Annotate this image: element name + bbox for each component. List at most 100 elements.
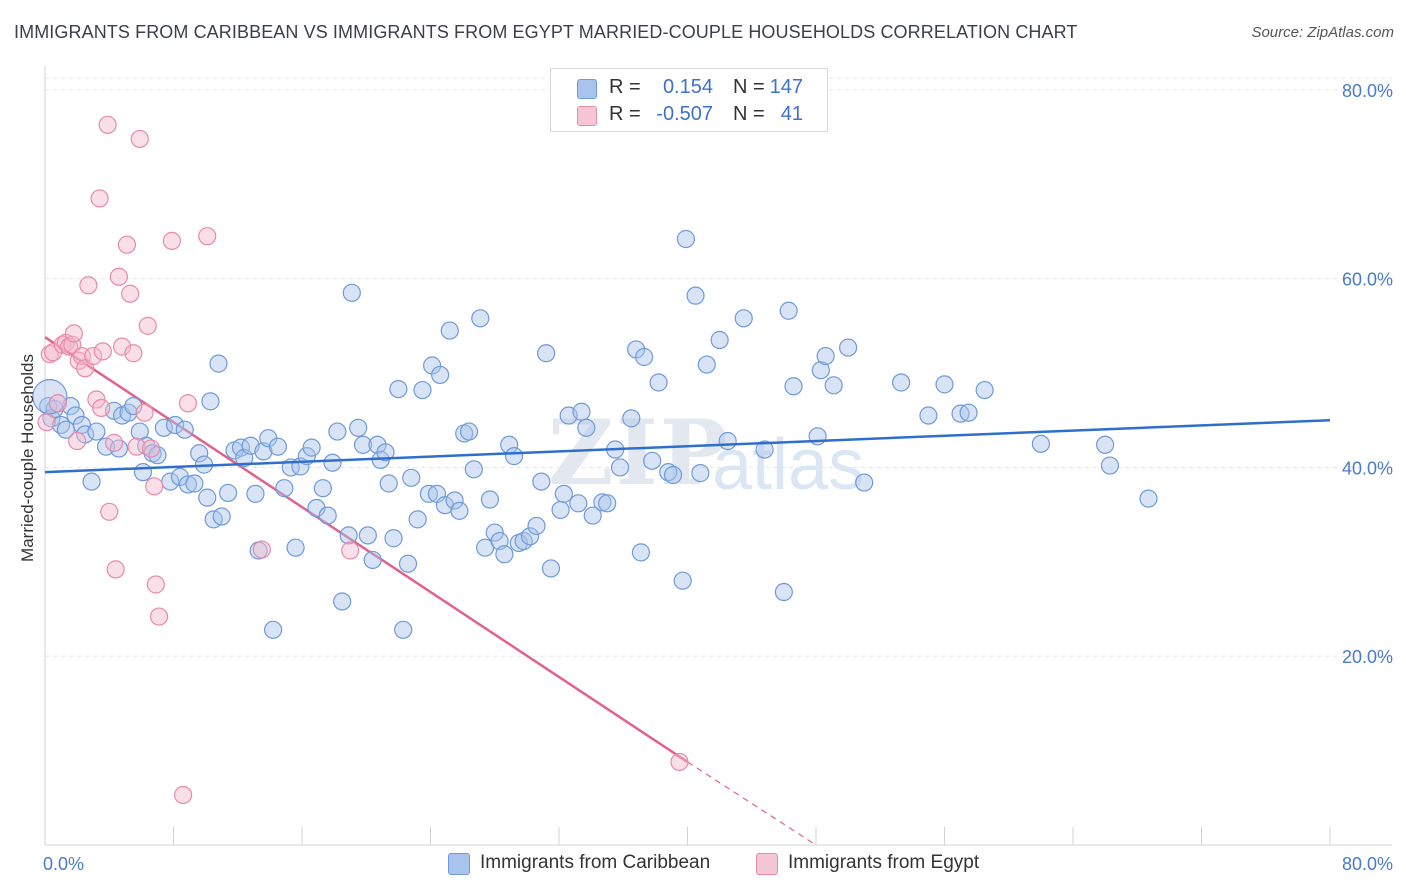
point-egypt bbox=[43, 343, 63, 362]
point-caribbean bbox=[66, 406, 85, 425]
point-caribbean bbox=[663, 465, 683, 485]
point-egypt bbox=[121, 284, 140, 303]
point-egypt bbox=[48, 394, 67, 413]
point-caribbean bbox=[323, 453, 342, 472]
legend-r-value: -0.507 bbox=[656, 103, 713, 125]
point-egypt bbox=[37, 413, 56, 432]
point-caribbean bbox=[313, 479, 332, 498]
point-caribbean bbox=[342, 283, 361, 302]
point-caribbean bbox=[816, 346, 835, 366]
x-tick-label-max: 80.0% bbox=[1342, 854, 1393, 874]
point-caribbean bbox=[82, 472, 101, 491]
bottom-legend-label-egypt: Immigrants from Egypt bbox=[788, 852, 980, 873]
point-caribbean bbox=[959, 403, 978, 422]
point-egypt bbox=[90, 189, 109, 208]
point-caribbean bbox=[450, 501, 469, 520]
point-caribbean bbox=[784, 377, 803, 396]
point-caribbean bbox=[363, 550, 382, 570]
point-caribbean bbox=[178, 475, 198, 494]
point-caribbean bbox=[1100, 456, 1120, 475]
point-caribbean bbox=[440, 321, 459, 340]
point-caribbean bbox=[673, 571, 692, 590]
point-caribbean bbox=[333, 592, 352, 611]
point-egypt bbox=[40, 345, 59, 364]
legend-swatch-egypt bbox=[577, 106, 597, 126]
point-caribbean bbox=[892, 373, 911, 392]
point-caribbean bbox=[133, 463, 153, 482]
tick-labels: 20.0% 40.0% 60.0% 80.0% 0.0% 80.0% bbox=[43, 81, 1393, 874]
point-caribbean bbox=[569, 494, 588, 513]
point-egypt bbox=[127, 437, 146, 456]
y-tick-label: 40.0% bbox=[1342, 458, 1393, 478]
point-caribbean bbox=[263, 620, 283, 639]
point-caribbean bbox=[1031, 434, 1050, 453]
point-egypt bbox=[93, 342, 112, 361]
point-egypt bbox=[106, 560, 125, 579]
point-caribbean bbox=[855, 473, 874, 492]
point-egypt bbox=[64, 324, 84, 343]
bottom-legend-swatch-egypt bbox=[756, 853, 778, 875]
point-caribbean bbox=[622, 409, 641, 428]
point-caribbean bbox=[358, 526, 377, 545]
point-caribbean bbox=[328, 422, 347, 441]
point-caribbean bbox=[302, 438, 321, 457]
point-caribbean bbox=[464, 460, 483, 479]
point-caribbean bbox=[376, 443, 395, 462]
stats-legend: R = 0.154 N = 147 R = -0.507 N = 41 bbox=[550, 68, 828, 132]
point-caribbean bbox=[774, 582, 793, 602]
point-egypt bbox=[670, 752, 689, 772]
point-caribbean bbox=[537, 344, 556, 363]
point-egypt bbox=[174, 785, 193, 805]
y-tick-label: 20.0% bbox=[1342, 647, 1393, 667]
x-tick-label-min: 0.0% bbox=[43, 854, 84, 874]
bottom-legend-swatch-caribbean bbox=[448, 853, 470, 875]
watermark-atlas: atlas bbox=[712, 425, 865, 505]
point-caribbean bbox=[811, 361, 830, 380]
point-egypt bbox=[146, 575, 165, 594]
point-caribbean bbox=[504, 447, 524, 466]
point-caribbean bbox=[318, 506, 337, 525]
legend-r-value: 0.154 bbox=[662, 76, 713, 98]
point-caribbean bbox=[691, 464, 710, 483]
trend-egypt-extension bbox=[687, 761, 817, 846]
legend-n-value: 41 bbox=[780, 103, 803, 125]
source-label: Source: ZipAtlas.com bbox=[1251, 24, 1394, 41]
point-caribbean bbox=[154, 418, 173, 437]
point-caribbean bbox=[402, 468, 421, 487]
point-egypt bbox=[149, 607, 169, 626]
y-tick-label: 60.0% bbox=[1342, 270, 1393, 290]
point-egypt bbox=[145, 477, 164, 496]
point-egypt bbox=[178, 394, 198, 413]
axes bbox=[44, 66, 1392, 846]
point-caribbean bbox=[527, 516, 546, 536]
point-caribbean bbox=[175, 420, 194, 439]
point-caribbean bbox=[495, 545, 514, 564]
point-caribbean bbox=[532, 472, 551, 491]
point-egypt bbox=[98, 115, 117, 134]
point-caribbean bbox=[779, 301, 798, 320]
point-egypt bbox=[162, 231, 181, 251]
point-caribbean bbox=[659, 463, 678, 482]
point-caribbean bbox=[541, 559, 561, 578]
point-caribbean bbox=[649, 373, 668, 392]
point-egypt bbox=[252, 540, 271, 559]
point-egypt bbox=[141, 439, 161, 458]
point-egypt bbox=[104, 433, 124, 452]
watermark-zip: ZIP bbox=[548, 400, 730, 506]
point-caribbean bbox=[408, 510, 427, 529]
point-egypt bbox=[124, 344, 143, 363]
trend-caribbean bbox=[44, 418, 1331, 474]
point-caribbean bbox=[635, 347, 654, 367]
point-caribbean bbox=[583, 506, 602, 525]
point-caribbean bbox=[919, 406, 938, 425]
point-egypt bbox=[84, 346, 103, 366]
point-caribbean bbox=[185, 474, 204, 493]
point-caribbean bbox=[480, 490, 500, 509]
points-caribbean bbox=[32, 229, 1158, 639]
point-egypt bbox=[87, 390, 106, 409]
trend-line-caribbean bbox=[44, 418, 1331, 474]
point-caribbean bbox=[219, 483, 238, 503]
point-caribbean bbox=[384, 529, 403, 548]
point-caribbean bbox=[339, 526, 358, 545]
points-egypt bbox=[37, 115, 689, 805]
